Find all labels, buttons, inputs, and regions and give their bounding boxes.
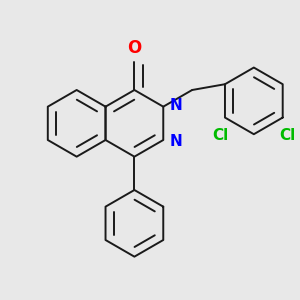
Text: N: N [169,98,182,112]
Text: Cl: Cl [212,128,228,142]
Text: O: O [127,39,142,57]
Text: N: N [169,134,182,149]
Text: Cl: Cl [280,128,296,142]
